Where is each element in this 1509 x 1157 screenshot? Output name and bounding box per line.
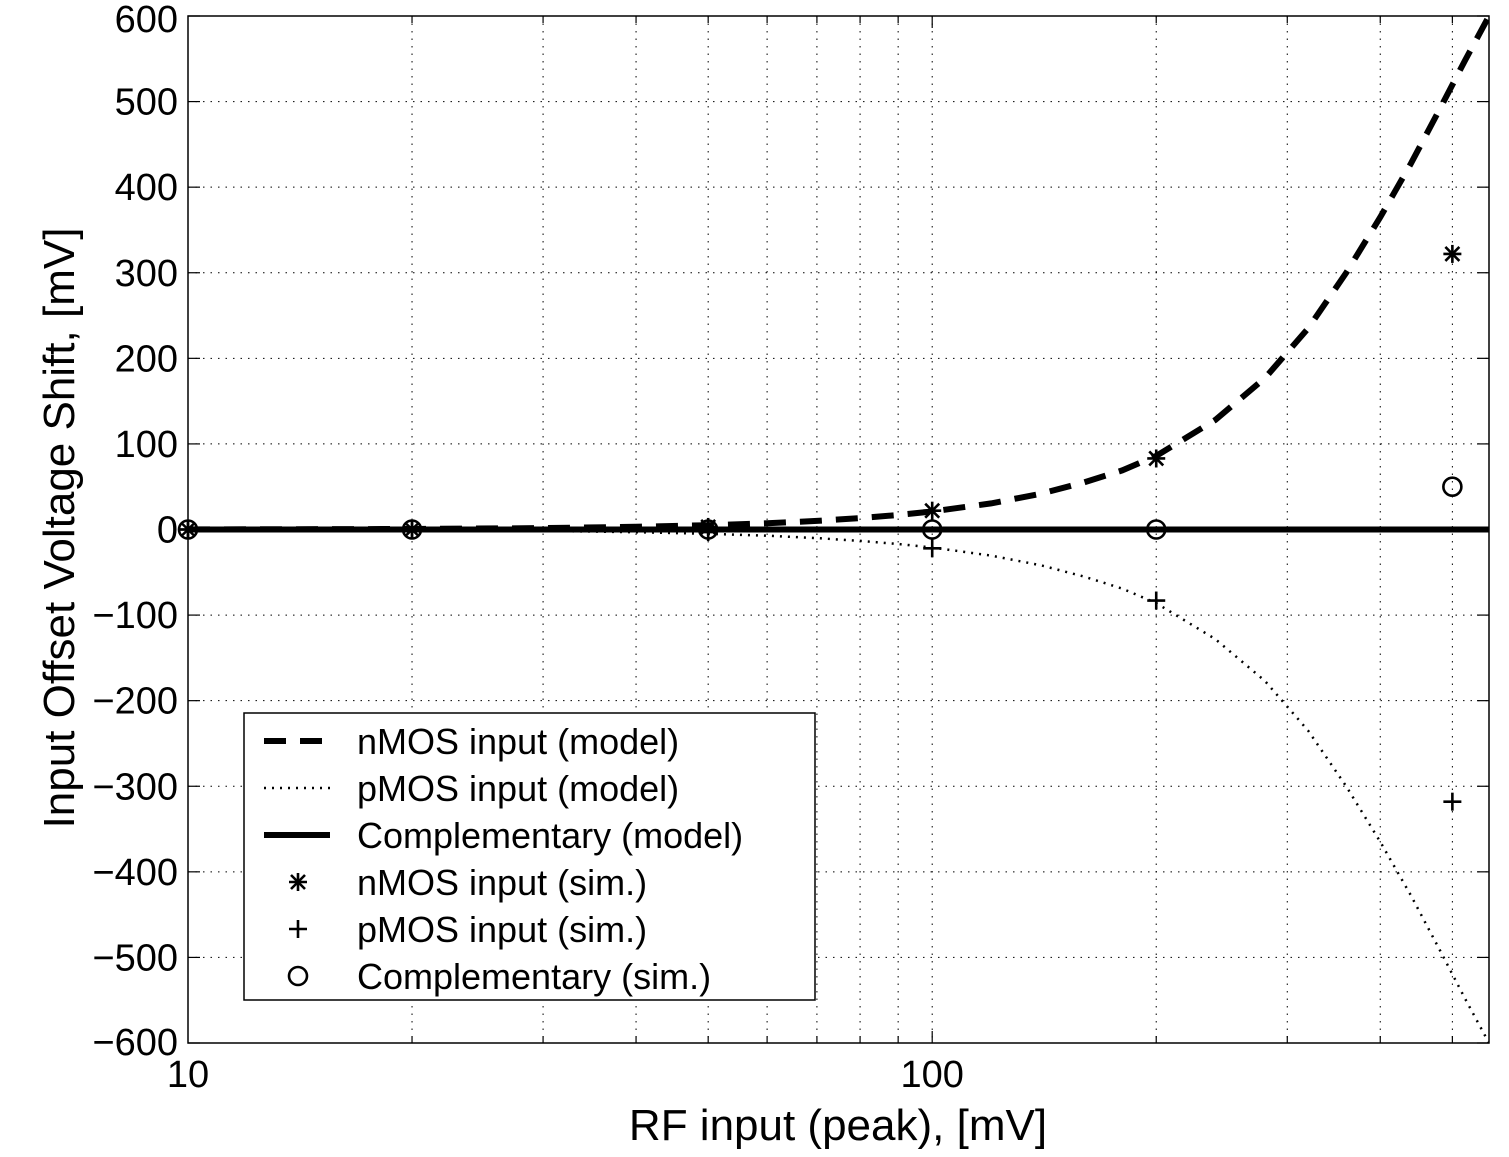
legend-label-nmos-input-sim: nMOS input (sim.) — [357, 862, 647, 903]
series-line-nmos-input-model — [188, 16, 1489, 533]
y-tick-label: −600 — [92, 1022, 178, 1064]
y-tick-label: −500 — [92, 937, 178, 979]
y-tick-label: −300 — [92, 766, 178, 808]
data-point-nmos-input-sim — [1147, 449, 1166, 468]
legend-marker-nmos-input-sim — [289, 873, 307, 891]
legend-box — [243, 712, 816, 1001]
data-point-nmos-input-sim — [1443, 244, 1462, 263]
data-point-pmos-input-sim — [1147, 591, 1166, 610]
data-point-complementary-sim — [401, 519, 423, 540]
legend-label-nmos-input-model: nMOS input (model) — [357, 721, 679, 762]
marker-ast-d2 — [1148, 450, 1165, 467]
legend: nMOS input (model) pMOS input (model) Comp… — [243, 712, 816, 1001]
y-tick-label: 100 — [115, 424, 178, 466]
y-tick-label: 400 — [115, 167, 178, 209]
marker-ast-d2 — [290, 874, 306, 890]
marker-circle — [921, 519, 943, 540]
legend-label-pmos-input-sim: pMOS input (sim.) — [357, 909, 647, 950]
marker-ast-d2 — [1444, 246, 1461, 262]
data-point-complementary-sim — [697, 519, 719, 540]
y-tick-label: −200 — [92, 681, 178, 723]
legend-label-complementary-model: Complementary (model) — [357, 815, 743, 856]
data-point-pmos-input-sim — [1443, 792, 1462, 811]
marker-circle — [287, 965, 309, 987]
y-tick-label: 500 — [115, 82, 178, 124]
y-axis-title: Input Offset Voltage Shift, [mV] — [35, 228, 84, 829]
data-point-pmos-input-sim — [403, 520, 422, 539]
y-tick-label: 300 — [115, 253, 178, 295]
x-tick-label: 10 — [167, 1054, 209, 1096]
data-point-complementary-sim — [1442, 476, 1463, 498]
legend-label-pmos-input-model: pMOS input (model) — [357, 768, 679, 809]
marker-circle — [1442, 476, 1463, 498]
marker-circle — [401, 519, 423, 540]
axis-ticks — [188, 15, 1489, 1044]
marker-circle — [1145, 519, 1167, 540]
marker-ast-d2 — [924, 502, 941, 519]
data-point-nmos-input-sim — [923, 501, 942, 520]
legend-label-complementary-sim: Complementary (sim.) — [357, 956, 711, 997]
y-tick-label: 600 — [115, 0, 178, 41]
marker-circle — [697, 519, 719, 540]
x-axis-title: RF input (peak), [mV] — [629, 1101, 1047, 1150]
y-tick-label: 200 — [115, 338, 178, 380]
data-point-pmos-input-sim — [923, 539, 942, 558]
y-tick-label: 0 — [157, 510, 178, 552]
x-tick-label: 100 — [900, 1054, 963, 1096]
data-point-complementary-sim — [1145, 519, 1167, 540]
legend-marker-pmos-input-sim — [289, 920, 307, 938]
tick-labels: 10 100 −600 −500 −400 −300 −200 −100 0 100 200 300 4… — [92, 0, 963, 1096]
data-point-complementary-sim — [921, 519, 943, 540]
y-tick-label: −100 — [92, 595, 178, 637]
legend-marker-complementary-sim — [287, 965, 309, 987]
y-tick-label: −400 — [92, 852, 178, 894]
